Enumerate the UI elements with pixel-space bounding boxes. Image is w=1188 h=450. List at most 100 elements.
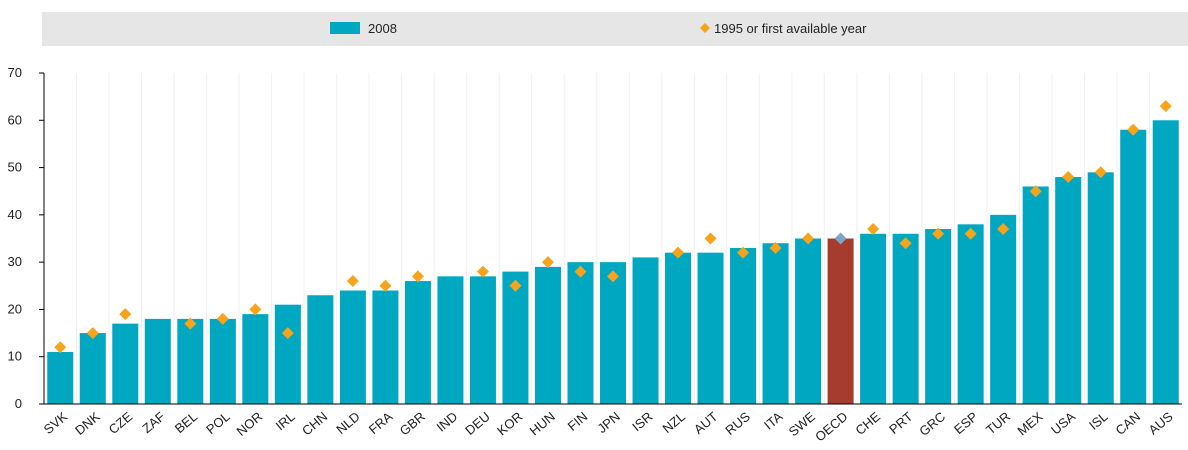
bar <box>274 304 301 404</box>
diamond-marker <box>1062 171 1075 184</box>
diamond-marker <box>672 246 685 259</box>
diamond-marker <box>899 237 912 250</box>
x-tick-label: ITA <box>761 409 786 433</box>
y-tick-label: 60 <box>8 112 22 127</box>
diamond-marker <box>997 223 1010 236</box>
diamond-marker <box>574 265 587 278</box>
bar <box>112 323 139 404</box>
diamond-marker <box>541 256 554 269</box>
diamond-marker <box>346 275 359 288</box>
bar <box>144 318 171 404</box>
y-tick-label: 30 <box>8 254 22 269</box>
bar <box>1120 129 1147 404</box>
x-tick-label: CHN <box>299 409 330 439</box>
bar <box>957 224 984 404</box>
diamond-marker <box>184 317 197 330</box>
diamond-marker <box>379 279 392 292</box>
bar <box>47 351 74 404</box>
diamond-marker <box>281 327 294 340</box>
x-tick-label: AUS <box>1146 409 1176 438</box>
x-tick-label: IND <box>434 409 461 435</box>
x-tick-label: MEX <box>1014 409 1045 439</box>
x-tick-label: BEL <box>172 409 200 436</box>
bar <box>762 243 789 404</box>
x-tick-label: ISR <box>629 409 655 434</box>
bar <box>307 295 334 404</box>
y-tick-label: 10 <box>8 349 22 364</box>
diamond-marker <box>1159 100 1172 113</box>
x-tick-label: PRT <box>886 409 915 437</box>
diamond-marker <box>964 227 977 240</box>
x-tick-label: DNK <box>72 409 103 438</box>
x-tick-label: JPN <box>594 409 622 436</box>
bar <box>599 262 627 404</box>
bar <box>665 252 692 404</box>
x-tick-label: AUT <box>691 409 721 437</box>
x-tick-label: NZL <box>659 409 687 436</box>
bar <box>502 271 529 404</box>
diamond-marker <box>704 232 717 245</box>
bar <box>339 290 366 404</box>
diamond-marker <box>802 232 815 245</box>
bar <box>730 247 757 404</box>
bar <box>534 266 561 404</box>
diamond-marker <box>834 232 847 245</box>
diamond-marker <box>932 227 945 240</box>
x-tick-label: CHE <box>852 409 883 438</box>
x-tick-label: FIN <box>565 409 591 434</box>
x-tick-label: USA <box>1048 409 1078 438</box>
x-tick-label: RUS <box>722 409 753 438</box>
legend-label: 2008 <box>368 21 397 36</box>
x-tick-label: TUR <box>983 409 1013 438</box>
legend-background <box>42 12 1188 46</box>
bar <box>79 333 106 404</box>
x-tick-label: DEU <box>462 409 493 438</box>
legend-swatch <box>330 22 360 34</box>
diamond-marker <box>769 241 782 254</box>
x-tick-label: OECD <box>812 409 850 445</box>
bar <box>1152 120 1179 405</box>
diamond-marker <box>1029 185 1042 198</box>
legend-label: 1995 or first available year <box>714 21 867 36</box>
y-tick-label: 20 <box>8 301 22 316</box>
x-tick-label: IRL <box>273 409 298 433</box>
x-tick-label: HUN <box>527 409 558 439</box>
x-tick-label: ESP <box>951 409 981 437</box>
x-tick-label: NLD <box>333 409 363 437</box>
x-tick-label: CZE <box>106 409 136 437</box>
x-tick-label: KOR <box>494 409 525 439</box>
bar <box>632 257 659 404</box>
diamond-marker <box>119 308 132 321</box>
y-tick-label: 50 <box>8 160 22 175</box>
bar <box>242 314 269 404</box>
legend-swatch <box>700 23 710 33</box>
diamond-marker <box>86 327 99 340</box>
y-tick-label: 0 <box>15 396 22 411</box>
diamond-marker <box>737 246 750 259</box>
diamond-marker <box>607 270 619 283</box>
diamond-marker <box>411 270 424 283</box>
bar <box>990 214 1017 404</box>
diamond-marker <box>249 303 262 316</box>
diamond-marker <box>1094 166 1107 179</box>
bar <box>404 281 431 404</box>
diamond-marker <box>476 265 489 278</box>
bar <box>697 252 724 404</box>
bar <box>892 233 919 404</box>
bar <box>1022 186 1049 404</box>
x-tick-label: POL <box>203 409 233 437</box>
x-tick-label: SVK <box>41 409 71 437</box>
bar <box>469 276 496 404</box>
y-tick-label: 70 <box>8 65 22 80</box>
bar <box>209 318 236 404</box>
bar <box>177 318 204 404</box>
bar <box>1087 172 1114 404</box>
diamond-marker <box>216 312 229 325</box>
x-tick-label: GBR <box>397 409 428 439</box>
bar <box>567 262 594 404</box>
diamond-marker <box>1127 123 1140 136</box>
bar <box>860 233 887 404</box>
x-tick-label: CAN <box>1112 409 1143 438</box>
diamond-marker <box>867 223 880 236</box>
